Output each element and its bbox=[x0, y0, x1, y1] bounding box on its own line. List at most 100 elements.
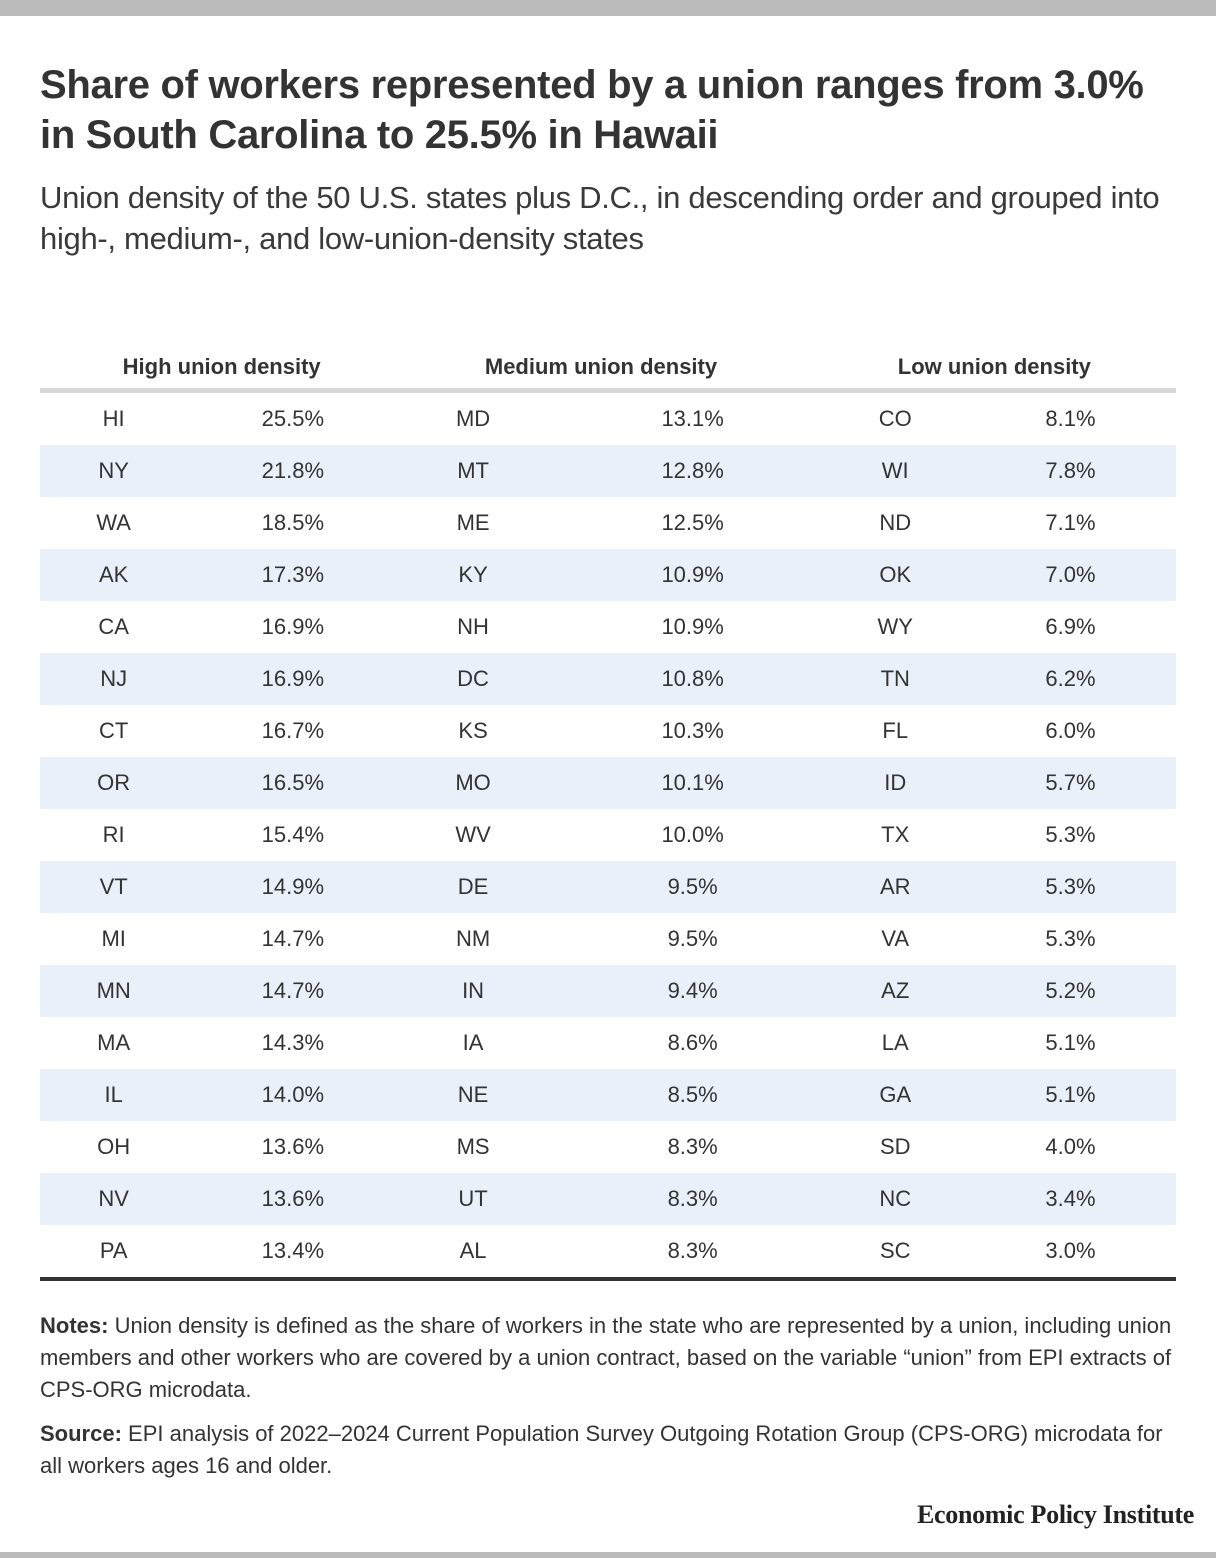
table-row: OH 13.6% MS 8.3% SD 4.0% bbox=[40, 1121, 1176, 1173]
medium-state-cell: NH bbox=[457, 614, 489, 639]
medium-value-cell: 8.3% bbox=[667, 1134, 718, 1159]
low-state-cell: WI bbox=[881, 458, 909, 483]
low-state-cell: GA bbox=[879, 1082, 912, 1107]
high-value-cell: 13.4% bbox=[261, 1238, 325, 1263]
low-value-cell: 5.2% bbox=[1045, 978, 1096, 1003]
table-row: NJ 16.9% DC 10.8% TN 6.2% bbox=[40, 653, 1176, 705]
medium-state-cell: NM bbox=[455, 926, 491, 951]
bottom-frame-bar bbox=[0, 1552, 1216, 1558]
low-value-cell: 6.2% bbox=[1045, 666, 1096, 691]
medium-state-cell: WV bbox=[455, 822, 491, 847]
medium-state-cell: DE bbox=[457, 874, 489, 899]
low-value-cell: 6.9% bbox=[1045, 614, 1096, 639]
high-state-cell: NJ bbox=[100, 666, 128, 691]
high-state-cell: OR bbox=[97, 770, 131, 795]
medium-state-cell: MO bbox=[455, 770, 491, 795]
high-state-cell: CT bbox=[99, 718, 129, 743]
medium-value-cell: 12.8% bbox=[661, 458, 724, 483]
table-row: OR 16.5% MO 10.1% ID 5.7% bbox=[40, 757, 1176, 809]
table-row: HI 25.5% MD 13.1% CO 8.1% bbox=[40, 393, 1176, 445]
low-state-cell: AR bbox=[879, 874, 911, 899]
table-row: MI 14.7% NM 9.5% VA 5.3% bbox=[40, 913, 1176, 965]
table-row: VT 14.9% DE 9.5% AR 5.3% bbox=[40, 861, 1176, 913]
medium-value-cell: 9.4% bbox=[667, 978, 718, 1003]
high-state-cell: NV bbox=[98, 1186, 129, 1211]
high-state-cell: IL bbox=[104, 1082, 123, 1107]
medium-value-cell: 9.5% bbox=[667, 874, 718, 899]
low-state-cell: SC bbox=[879, 1238, 911, 1263]
high-value-cell: 21.8% bbox=[261, 458, 325, 483]
medium-state-cell: AL bbox=[459, 1238, 487, 1263]
low-value-cell: 8.1% bbox=[1045, 406, 1096, 431]
medium-value-cell: 8.3% bbox=[667, 1186, 718, 1211]
high-value-cell: 16.9% bbox=[261, 666, 325, 691]
table-row: NY 21.8% MT 12.8% WI 7.8% bbox=[40, 445, 1176, 497]
medium-value-cell: 10.0% bbox=[661, 822, 724, 847]
group-heading-low: Low union density bbox=[897, 354, 1091, 379]
medium-state-cell: IA bbox=[462, 1030, 484, 1055]
low-state-cell: ND bbox=[879, 510, 912, 535]
epi-logo: Economic Policy Institute bbox=[916, 1500, 1194, 1529]
medium-state-cell: ME bbox=[456, 510, 490, 535]
medium-state-cell: IN bbox=[462, 978, 485, 1003]
low-value-cell: 5.7% bbox=[1045, 770, 1096, 795]
table-row: CA 16.9% NH 10.9% WY 6.9% bbox=[40, 601, 1176, 653]
notes: Notes: Union density is defined as the s… bbox=[40, 1310, 1180, 1406]
low-state-cell: WY bbox=[877, 614, 913, 639]
medium-value-cell: 10.3% bbox=[661, 718, 724, 743]
high-value-cell: 13.6% bbox=[261, 1186, 325, 1211]
page-title: Share of workers represented by a union … bbox=[40, 63, 1144, 157]
low-state-cell: ID bbox=[884, 770, 907, 795]
group-heading-medium: Medium union density bbox=[484, 354, 718, 379]
high-state-cell: MA bbox=[97, 1030, 131, 1055]
page-subtitle: Union density of the 50 U.S. states plus… bbox=[40, 180, 1160, 256]
medium-state-cell: NE bbox=[457, 1082, 489, 1107]
medium-value-cell: 12.5% bbox=[661, 510, 724, 535]
table-row: MN 14.7% IN 9.4% AZ 5.2% bbox=[40, 965, 1176, 1017]
low-state-cell: FL bbox=[882, 718, 909, 743]
high-state-cell: MI bbox=[101, 926, 126, 951]
low-value-cell: 3.0% bbox=[1045, 1238, 1096, 1263]
high-state-cell: VT bbox=[99, 874, 128, 899]
high-value-cell: 25.5% bbox=[261, 406, 325, 431]
low-value-cell: 5.1% bbox=[1045, 1082, 1096, 1107]
group-heading-high: High union density bbox=[122, 354, 321, 379]
low-state-cell: NC bbox=[879, 1186, 912, 1211]
notes-text: Union density is defined as the share of… bbox=[40, 1313, 1172, 1402]
medium-value-cell: 8.5% bbox=[667, 1082, 718, 1107]
high-value-cell: 16.5% bbox=[261, 770, 325, 795]
high-value-cell: 15.4% bbox=[261, 822, 325, 847]
high-value-cell: 16.7% bbox=[261, 718, 325, 743]
low-value-cell: 5.3% bbox=[1045, 822, 1096, 847]
low-value-cell: 7.0% bbox=[1045, 562, 1096, 587]
low-value-cell: 3.4% bbox=[1045, 1186, 1096, 1211]
low-value-cell: 5.3% bbox=[1045, 926, 1096, 951]
low-value-cell: 7.1% bbox=[1045, 510, 1096, 535]
table-row: PA 13.4% AL 8.3% SC 3.0% bbox=[40, 1225, 1176, 1277]
table-row: NV 13.6% UT 8.3% NC 3.4% bbox=[40, 1173, 1176, 1225]
notes-label: Notes: bbox=[40, 1313, 109, 1338]
low-state-cell: TX bbox=[881, 822, 910, 847]
medium-state-cell: KY bbox=[458, 562, 488, 587]
high-state-cell: WA bbox=[96, 510, 131, 535]
high-state-cell: CA bbox=[98, 614, 129, 639]
high-value-cell: 14.0% bbox=[261, 1082, 325, 1107]
top-frame-bar bbox=[0, 0, 1216, 16]
high-state-cell: MN bbox=[96, 978, 131, 1003]
medium-state-cell: KS bbox=[458, 718, 488, 743]
medium-value-cell: 8.3% bbox=[667, 1238, 718, 1263]
source: Source: EPI analysis of 2022–2024 Curren… bbox=[40, 1418, 1180, 1482]
high-value-cell: 16.9% bbox=[261, 614, 325, 639]
medium-value-cell: 8.6% bbox=[667, 1030, 718, 1055]
low-state-cell: LA bbox=[881, 1030, 909, 1055]
low-value-cell: 4.0% bbox=[1045, 1134, 1096, 1159]
medium-state-cell: MS bbox=[456, 1134, 490, 1159]
high-value-cell: 18.5% bbox=[261, 510, 325, 535]
table-row: RI 15.4% WV 10.0% TX 5.3% bbox=[40, 809, 1176, 861]
medium-state-cell: MD bbox=[455, 406, 491, 431]
high-value-cell: 14.7% bbox=[261, 926, 325, 951]
table-row: CT 16.7% KS 10.3% FL 6.0% bbox=[40, 705, 1176, 757]
low-state-cell: CO bbox=[878, 406, 912, 431]
table-row: IL 14.0% NE 8.5% GA 5.1% bbox=[40, 1069, 1176, 1121]
table-row: WA 18.5% ME 12.5% ND 7.1% bbox=[40, 497, 1176, 549]
